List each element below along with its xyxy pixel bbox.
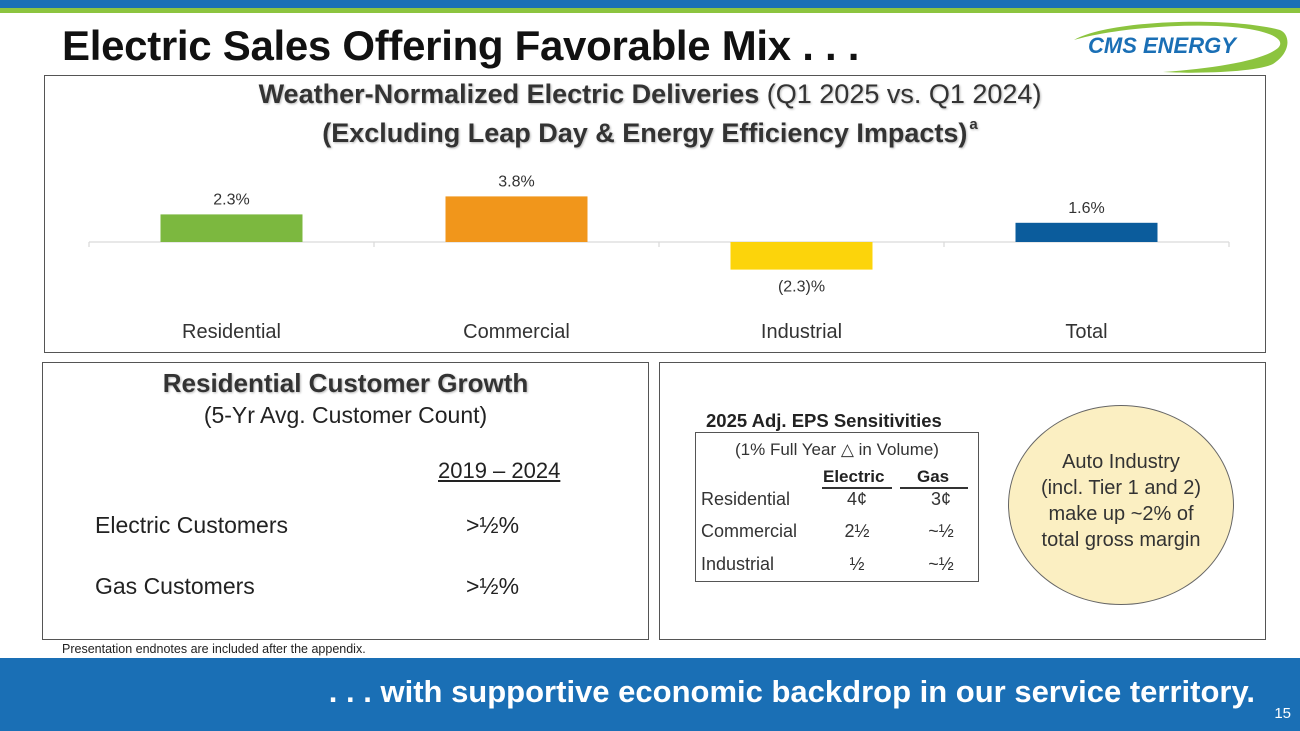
top-accent-bar: [0, 0, 1300, 8]
endnote: Presentation endnotes are included after…: [62, 642, 366, 656]
data-label: (2.3)%: [778, 279, 825, 296]
chart-subtitle: (Excluding Leap Day & Energy Efficiency …: [0, 116, 1300, 149]
sensitivity-gas: ~½: [928, 554, 954, 574]
sensitivity-electric: 4¢: [846, 489, 868, 509]
bottom-banner-text: . . . with supportive economic backdrop …: [328, 674, 1255, 709]
sensitivities-title: 2025 Adj. EPS Sensitivities: [706, 410, 942, 431]
callout-text: Auto Industry (incl. Tier 1 and 2) make …: [1008, 449, 1234, 553]
bar-commercial: [445, 196, 588, 242]
chart-subtitle-text: (Excluding Leap Day & Energy Efficiency …: [322, 118, 968, 148]
sensitivities-table: [695, 432, 979, 582]
chart-title-period: (Q1 2025 vs. Q1 2024): [759, 79, 1042, 109]
sensitivity-row-label: Residential: [701, 489, 791, 509]
bar-total: [1015, 222, 1158, 242]
growth-row-value: >½%: [466, 512, 520, 538]
category-label: Commercial: [463, 321, 570, 343]
sensitivities-subtitle: (1% Full Year △ in Volume): [735, 440, 939, 459]
cms-energy-logo: CMS ENERGY: [1074, 21, 1288, 73]
chart-footnote-marker: a: [969, 116, 978, 133]
page-number: 15: [1274, 705, 1291, 722]
top-accent-stripe: [0, 8, 1300, 13]
sensitivities-col-gas: Gas: [917, 467, 950, 486]
logo-text: CMS ENERGY: [1088, 33, 1238, 58]
sensitivities-col-electric: Electric: [823, 467, 885, 486]
bar-industrial: [730, 242, 873, 270]
category-label: Total: [1065, 321, 1107, 343]
chart-title: Weather-Normalized Electric Deliveries (…: [0, 79, 1300, 110]
growth-row-label: Electric Customers: [95, 512, 288, 538]
sensitivity-row-label: Industrial: [701, 554, 775, 574]
growth-title: Residential Customer Growth: [162, 368, 529, 398]
sensitivity-gas: ~½: [928, 521, 954, 541]
growth-row-label: Gas Customers: [95, 573, 255, 599]
growth-column-header: 2019 – 2024: [438, 458, 561, 483]
callout-line: total gross margin: [1041, 529, 1201, 551]
category-label: Industrial: [761, 321, 842, 343]
category-label: Residential: [182, 321, 281, 343]
sensitivity-electric: 2½: [844, 521, 870, 541]
bottom-banner: [0, 658, 1300, 731]
sensitivity-row-label: Commercial: [701, 521, 798, 541]
data-label: 1.6%: [1068, 200, 1104, 217]
auto-industry-callout: [1008, 405, 1234, 605]
chart-title-bold: Weather-Normalized Electric Deliveries: [258, 79, 760, 109]
callout-line: make up ~2% of: [1048, 503, 1194, 525]
data-label: 2.3%: [213, 191, 249, 208]
data-label: 3.8%: [498, 173, 534, 190]
callout-line: Auto Industry: [1062, 451, 1180, 473]
electric-underline: [822, 487, 892, 489]
slide-title: Electric Sales Offering Favorable Mix . …: [62, 22, 860, 69]
gas-underline: [900, 487, 968, 489]
growth-row-value: >½%: [466, 573, 520, 599]
sensitivity-electric: ½: [849, 554, 865, 574]
sensitivity-gas: 3¢: [930, 489, 952, 509]
callout-line: (incl. Tier 1 and 2): [1040, 477, 1202, 499]
bar-residential: [160, 214, 303, 242]
chart-panel: [44, 75, 1266, 353]
growth-panel: [42, 362, 649, 640]
growth-subtitle: (5-Yr Avg. Customer Count): [203, 402, 488, 428]
